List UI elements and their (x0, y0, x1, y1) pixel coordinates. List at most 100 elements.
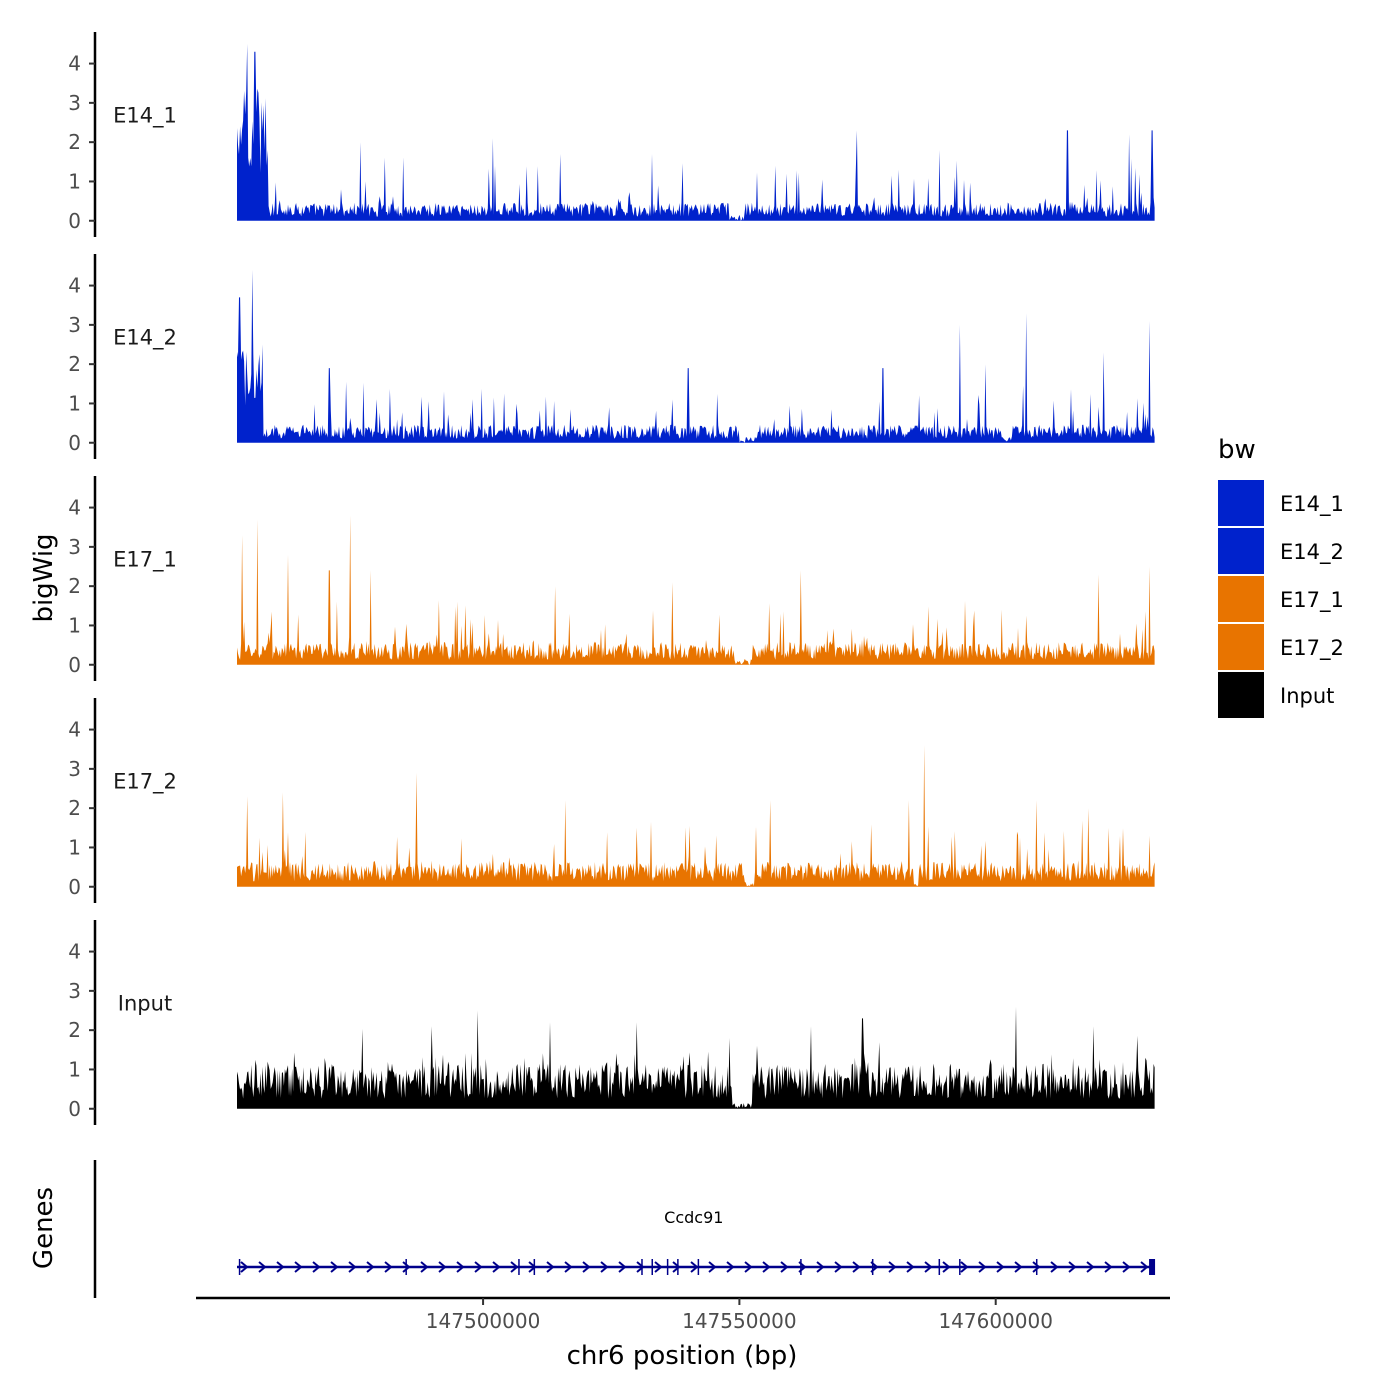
legend-swatch (1218, 624, 1264, 670)
strand-chevron (258, 1261, 267, 1273)
legend-label: E17_1 (1280, 588, 1344, 613)
y-tick-label: 3 (68, 313, 81, 337)
strand-chevron (546, 1261, 555, 1273)
y-tick-label: 3 (68, 757, 81, 781)
y-tick-label: 1 (68, 1057, 81, 1081)
legend-swatch (1218, 672, 1264, 718)
strand-chevron (1068, 1261, 1077, 1273)
gene-track: Ccdc91 (93, 1160, 1156, 1298)
y-tick-label: 2 (68, 352, 81, 376)
strand-chevron (564, 1261, 573, 1273)
strand-chevron (1050, 1261, 1059, 1273)
signal-area (237, 269, 1155, 443)
strand-chevron (366, 1261, 375, 1273)
track-e17-2: 0 1 2 3 4 E17_2 (68, 698, 1155, 903)
strand-chevron (852, 1261, 861, 1273)
y-tick-label: 4 (68, 274, 81, 298)
legend: bw E14_1 E14_2 E17_1 E17_2 Input (1218, 435, 1344, 718)
y-tick-label: 1 (68, 835, 81, 859)
y-axis-title: bigWig (29, 533, 59, 622)
strand-chevron (690, 1261, 699, 1273)
x-tick-label: 147600000 (938, 1309, 1053, 1333)
exon (533, 1259, 536, 1275)
exon (800, 1259, 802, 1275)
strand-chevron (384, 1261, 393, 1273)
strand-chevron (744, 1261, 753, 1273)
x-axis: 147500000 147550000 147600000 (196, 1296, 1170, 1333)
strand-chevron (1014, 1261, 1023, 1273)
y-tick-label: 4 (68, 940, 81, 964)
exon (1035, 1259, 1038, 1275)
strand-chevron (420, 1261, 429, 1273)
legend-swatch (1218, 576, 1264, 622)
genes-axis-title: Genes (29, 1187, 59, 1269)
strand-chevron (348, 1261, 357, 1273)
exon (871, 1259, 874, 1275)
strand-chevron (654, 1261, 663, 1273)
strand-chevron (492, 1261, 501, 1273)
strand-chevron (762, 1261, 771, 1273)
track-label: E14_1 (113, 104, 177, 129)
x-tick-label: 147550000 (682, 1309, 797, 1333)
strand-chevron (276, 1261, 285, 1273)
strand-chevron (978, 1261, 987, 1273)
signal-area (237, 1006, 1155, 1109)
strand-chevron (240, 1261, 249, 1273)
strand-chevron (582, 1261, 591, 1273)
strand-chevron (834, 1261, 843, 1273)
legend-label: E14_2 (1280, 540, 1344, 565)
exon (641, 1259, 643, 1275)
exon (405, 1259, 407, 1275)
strand-chevron (816, 1261, 825, 1273)
strand-chevron (708, 1261, 717, 1273)
strand-chevron (1104, 1261, 1113, 1273)
strand-chevron (924, 1261, 933, 1273)
exon (238, 1259, 241, 1275)
y-tick-label: 3 (68, 91, 81, 115)
track-label: E17_1 (113, 548, 177, 573)
track-e14-2: 0 1 2 3 4 E14_2 (68, 254, 1155, 459)
exon (697, 1259, 700, 1275)
gene-name-label: Ccdc91 (664, 1208, 723, 1227)
strand-chevron (1032, 1261, 1041, 1273)
exon (666, 1259, 669, 1275)
track-label: Input (118, 992, 172, 1016)
exon (938, 1259, 941, 1275)
legend-title: bw (1218, 435, 1256, 465)
y-tick-label: 0 (68, 209, 81, 233)
signal-area (237, 515, 1155, 665)
y-tick-label: 3 (68, 979, 81, 1003)
exon (677, 1259, 679, 1275)
legend-label: E17_2 (1280, 636, 1344, 661)
strand-chevron (888, 1261, 897, 1273)
y-tick-label: 0 (68, 431, 81, 455)
strand-chevron (1086, 1261, 1095, 1273)
signal-area (237, 745, 1155, 887)
strand-chevron (402, 1261, 411, 1273)
x-tick-label: 147500000 (426, 1309, 541, 1333)
signal-area (237, 43, 1155, 221)
legend-label: Input (1280, 684, 1334, 708)
y-tick-label: 2 (68, 796, 81, 820)
strand-chevron (510, 1261, 519, 1273)
y-tick-label: 3 (68, 535, 81, 559)
legend-swatch (1218, 480, 1264, 526)
track-label: E14_2 (113, 326, 177, 351)
exon (1149, 1259, 1156, 1275)
strand-chevron (996, 1261, 1005, 1273)
strand-chevron (1140, 1261, 1149, 1273)
y-tick-label: 0 (68, 1097, 81, 1121)
exon (651, 1259, 653, 1275)
legend-swatch (1218, 528, 1264, 574)
y-tick-label: 1 (68, 169, 81, 193)
y-tick-label: 0 (68, 875, 81, 899)
y-tick-label: 4 (68, 718, 81, 742)
y-tick-label: 4 (68, 496, 81, 520)
strand-chevron (960, 1261, 969, 1273)
strand-chevron (726, 1261, 735, 1273)
y-tick-label: 4 (68, 52, 81, 76)
x-axis-title: chr6 position (bp) (567, 1341, 798, 1371)
exon (959, 1259, 961, 1275)
strand-chevron (1122, 1261, 1131, 1273)
strand-chevron (780, 1261, 789, 1273)
